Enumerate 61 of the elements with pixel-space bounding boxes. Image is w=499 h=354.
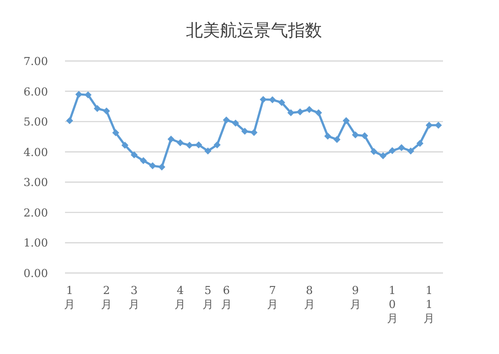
point (370, 148, 378, 156)
y-tick-label: 1.00 (24, 236, 48, 250)
y-tick-label: 6.00 (24, 85, 48, 98)
point (222, 116, 230, 124)
point (66, 117, 74, 124)
point (94, 105, 101, 112)
x-tick-label: 3月 (128, 284, 140, 311)
point (241, 128, 248, 135)
x-tick-label: 5月 (202, 284, 214, 311)
x-tick-label: 6月 (220, 284, 232, 311)
x-tick-label: 1月 (64, 284, 76, 311)
point (250, 128, 258, 136)
point (434, 122, 442, 129)
x-tick-label: 11月 (424, 284, 435, 325)
point (380, 152, 387, 160)
point (232, 120, 240, 127)
point (149, 162, 156, 170)
point (84, 91, 92, 98)
point (195, 141, 202, 148)
x-tick-label: 4月 (174, 284, 186, 311)
point (158, 164, 166, 170)
point (140, 157, 147, 164)
point (426, 122, 433, 129)
point (268, 96, 276, 104)
chart-title: 北美航运景气指数 (186, 21, 322, 41)
y-tick-label: 4.00 (24, 146, 48, 159)
y-tick-label: 2.00 (24, 206, 48, 220)
y-tick-label: 3.00 (24, 176, 48, 190)
point (75, 90, 82, 98)
point (260, 96, 267, 103)
x-tick-label: 8月 (304, 284, 315, 311)
point (388, 147, 396, 154)
point (204, 147, 212, 154)
point (324, 132, 332, 140)
point (352, 131, 359, 138)
point (168, 136, 175, 143)
point (176, 139, 184, 146)
x-tick-label: 10月 (386, 284, 398, 325)
y-tick-label: 5.00 (24, 116, 48, 129)
point (121, 142, 128, 149)
x-tick-label: 9月 (350, 284, 361, 311)
point (398, 144, 406, 152)
point (315, 109, 322, 116)
point (333, 136, 340, 143)
point (186, 142, 193, 149)
point (306, 106, 313, 113)
point (130, 151, 138, 158)
y-tick-label: 0.00 (24, 267, 48, 280)
x-tick-label: 7月 (266, 284, 278, 311)
point (278, 98, 286, 106)
x-tick-label: 2月 (100, 284, 112, 311)
point (112, 129, 120, 136)
y-tick-label: 7.00 (24, 55, 48, 68)
point (416, 140, 424, 147)
point (287, 109, 294, 116)
point (361, 132, 368, 140)
point (102, 107, 110, 114)
point (342, 117, 350, 124)
point (407, 147, 414, 154)
point (296, 108, 304, 116)
point (214, 141, 221, 148)
